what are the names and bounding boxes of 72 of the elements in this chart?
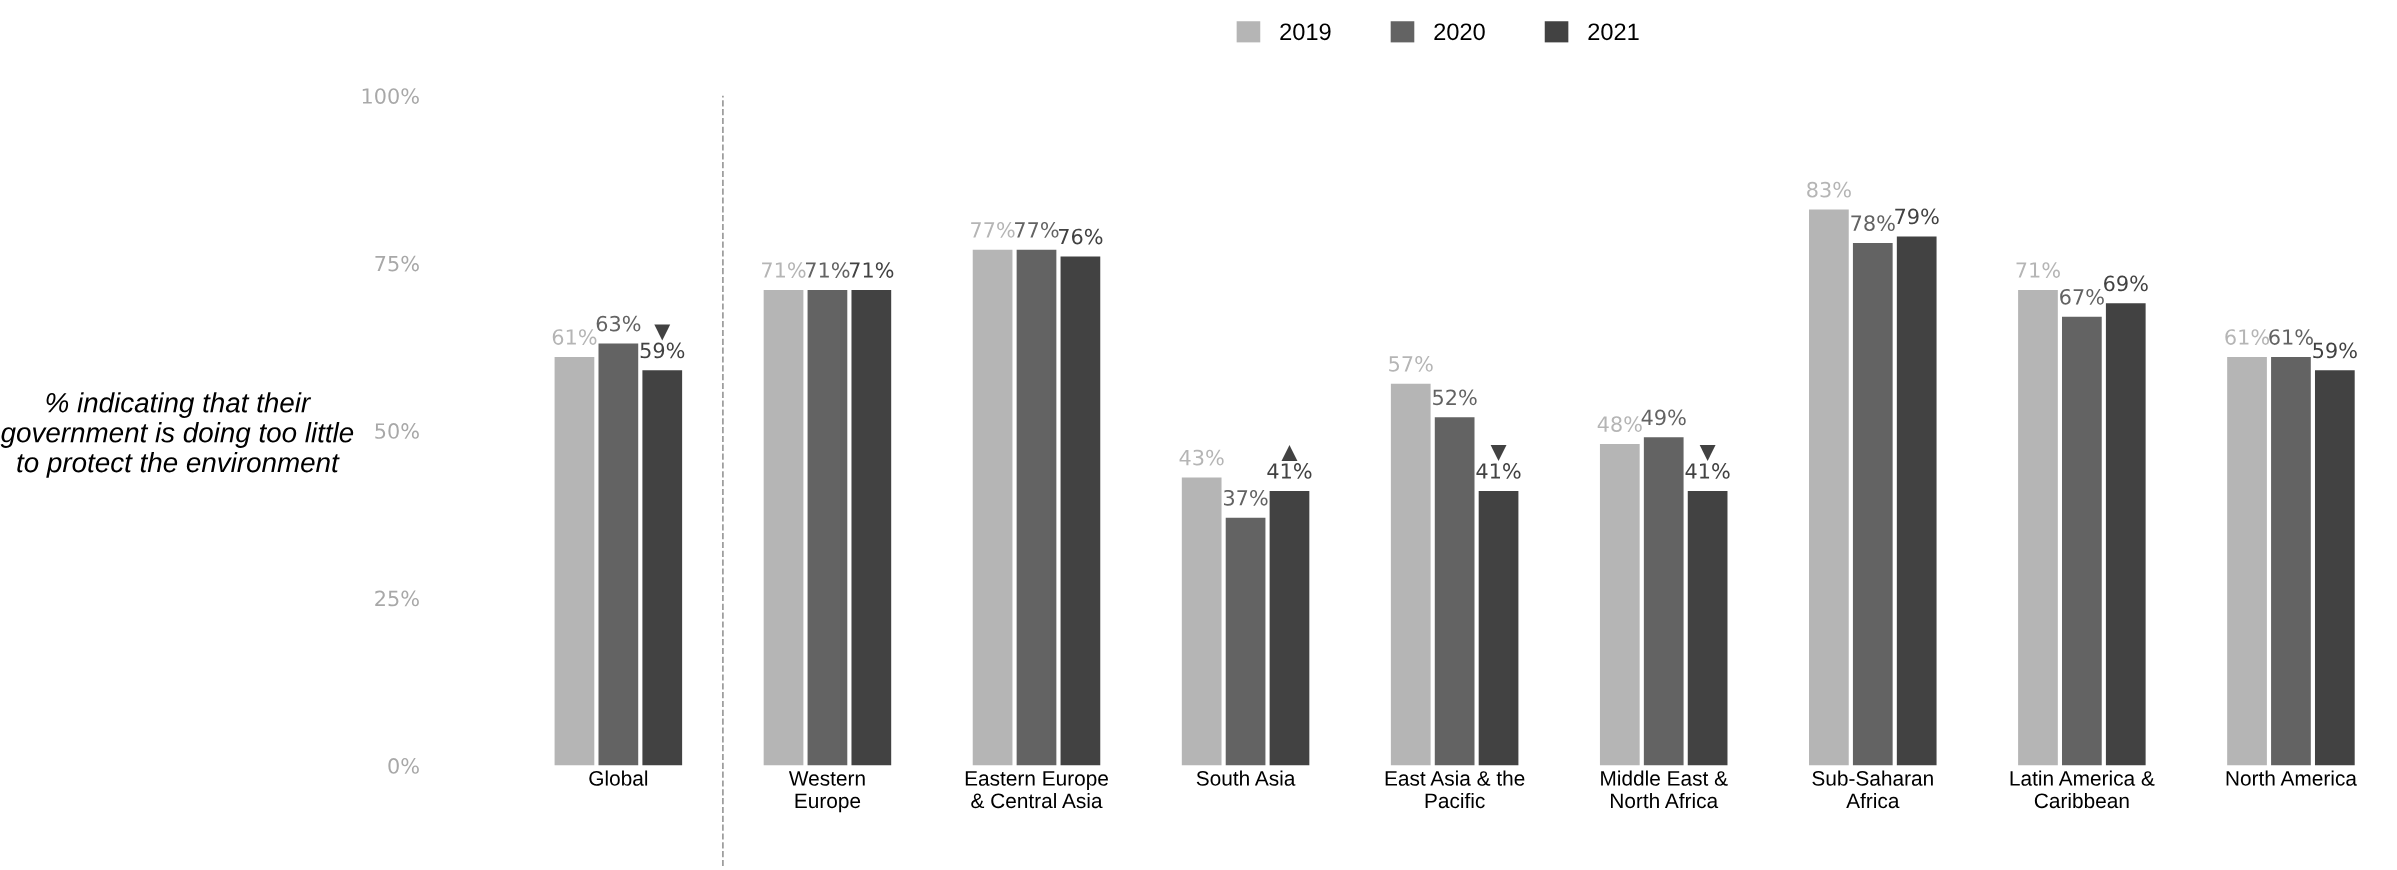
data-label: 43% — [1179, 449, 1224, 466]
x-tick-label: Western Europe — [788, 771, 865, 813]
data-label: 71% — [762, 262, 806, 278]
x-tick-label: East Asia & the Pacific — [1385, 770, 1525, 809]
bar — [1434, 417, 1475, 766]
data-label: 79% — [1895, 208, 1939, 225]
y-axis-title: % indicating that their government is doing too little to protect the environment — [0, 392, 354, 478]
bar — [1687, 490, 1728, 766]
legend-label: 2019 — [1280, 23, 1331, 41]
data-label: 69% — [2104, 275, 2148, 292]
data-label: ▲ 41% — [1267, 445, 1312, 479]
data-label: 71% — [2016, 262, 2060, 278]
data-label: 37% — [1224, 489, 1268, 506]
x-tick-label: Global — [589, 770, 648, 786]
bar — [2018, 289, 2058, 766]
bar — [1181, 477, 1222, 766]
data-label: 48% — [1597, 416, 1642, 432]
x-tick-label: Eastern Europe & Central Asia — [965, 771, 1108, 809]
data-label: 77% — [971, 221, 1015, 238]
data-label: ▼ 59% — [640, 324, 685, 359]
data-label: ▼ 41% — [1685, 445, 1730, 479]
data-label: 76% — [1058, 228, 1103, 245]
data-label: 83% — [1807, 181, 1851, 198]
data-label: 52% — [1433, 389, 1477, 406]
data-label: 61% — [2269, 329, 2313, 345]
data-label: 59% — [2313, 342, 2357, 359]
bar — [972, 249, 1013, 766]
y-tick-label: 50% — [375, 423, 419, 439]
x-tick-label: Latin America & Caribbean — [2010, 770, 2155, 809]
bar — [1269, 490, 1310, 766]
bar — [1016, 249, 1057, 766]
bar — [1896, 236, 1937, 766]
x-tick-label: Middle East & North Africa — [1601, 770, 1728, 809]
y-tick-label: 0% — [388, 758, 419, 774]
data-label: 49% — [1641, 409, 1686, 426]
data-label: 77% — [1015, 221, 1059, 238]
data-label: 67% — [2060, 288, 2104, 305]
x-tick-label: North America — [2226, 770, 2357, 786]
bar — [1390, 383, 1431, 766]
data-label: 61% — [2225, 329, 2270, 345]
data-label: 57% — [1389, 355, 1433, 372]
bar — [2105, 303, 2146, 766]
y-tick-label: 25% — [375, 590, 419, 607]
bar — [1478, 490, 1519, 766]
data-label: 71% — [849, 262, 894, 278]
legend-label: 2020 — [1434, 23, 1485, 41]
bar — [1643, 437, 1684, 766]
bar — [807, 289, 848, 766]
bar — [2314, 370, 2355, 766]
bar — [763, 289, 804, 766]
bar — [1225, 517, 1266, 766]
bar — [1809, 209, 1849, 766]
bar — [642, 370, 683, 766]
data-label: 61% — [552, 329, 597, 345]
bar — [1852, 243, 1893, 766]
bar — [2062, 316, 2102, 766]
bar — [2227, 356, 2267, 766]
bar — [598, 343, 639, 766]
bar — [2271, 356, 2311, 766]
y-tick-label: 75% — [375, 255, 419, 272]
bar — [1060, 256, 1101, 766]
bar — [851, 289, 892, 766]
data-label: 71% — [805, 262, 850, 278]
legend-label: 2021 — [1588, 23, 1639, 41]
bar — [1599, 444, 1640, 766]
x-tick-label: Sub-Saharan Africa — [1812, 770, 1933, 809]
data-label: 78% — [1851, 215, 1895, 231]
x-tick-label: South Asia — [1196, 770, 1296, 786]
y-tick-label: 100% — [362, 88, 419, 104]
bar — [554, 356, 595, 766]
data-label: 63% — [596, 315, 641, 332]
data-label: ▼ 41% — [1476, 445, 1521, 479]
